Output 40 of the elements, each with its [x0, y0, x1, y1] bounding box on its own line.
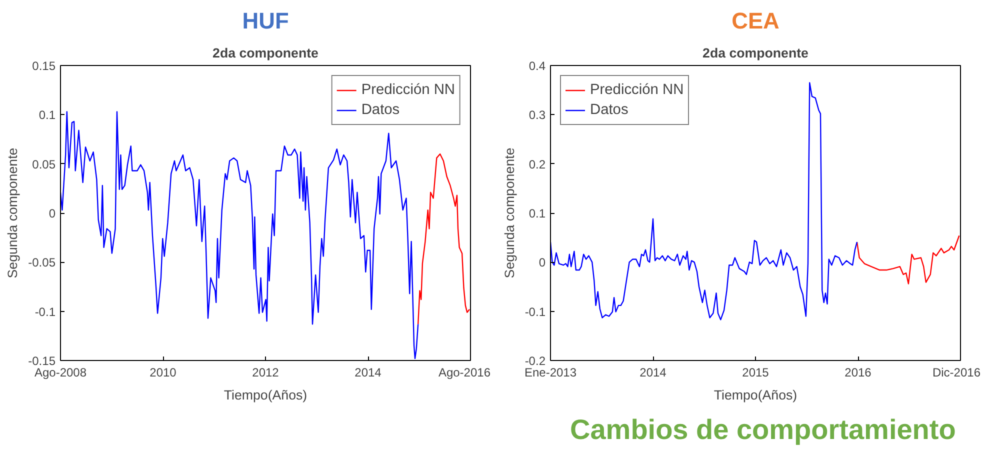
x-axis-title: Tiempo(Años)	[714, 388, 798, 402]
y-tick-label: 0.3	[528, 108, 546, 122]
y-tick-label: -0.1	[34, 304, 56, 319]
legend-label: Datos	[590, 102, 628, 118]
x-tick-label: Ene-2013	[524, 366, 577, 380]
line-series	[417, 153, 470, 325]
x-tick-label: 2015	[742, 366, 770, 380]
y-tick-label: 0	[538, 256, 546, 270]
x-tick-label: Ago-2008	[34, 366, 87, 380]
x-tick-label: 2014	[640, 366, 667, 380]
x-tick-label: 2016	[844, 366, 872, 380]
y-axis-title: Segunda componente	[5, 148, 20, 278]
y-tick-label: -0.15	[28, 354, 56, 368]
x-tick-label: 2012	[252, 366, 280, 380]
y-tick-label: 0.1	[38, 108, 56, 122]
x-tick-label: Dic-2016	[932, 366, 981, 380]
chart-title: 2da componente	[702, 46, 808, 60]
text: HUF	[242, 8, 289, 34]
y-tick-label: 0.05	[32, 157, 56, 172]
text: CEA	[732, 8, 780, 34]
x-tick-label: 2014	[354, 366, 382, 380]
y-tick-label: 0.2	[528, 157, 546, 172]
line-series	[856, 235, 960, 284]
y-tick-label: 0.1	[528, 206, 546, 220]
text: Cambios de comportamiento	[570, 413, 956, 447]
line-series	[550, 82, 858, 320]
y-tick-label: -0.1	[524, 304, 546, 319]
legend-label: Predicción NN	[361, 82, 455, 98]
y-tick-label: 0.4	[528, 59, 546, 73]
y-tick-label: -0.2	[524, 354, 546, 368]
y-tick-label: 0.15	[32, 59, 56, 73]
x-axis-title: Tiempo(Años)	[224, 388, 308, 402]
y-tick-label: -0.05	[28, 256, 56, 270]
legend-label: Datos	[361, 102, 400, 118]
y-axis-title: Segunda componente	[502, 148, 517, 278]
x-tick-label: 2010	[150, 366, 177, 380]
chart-title: 2da componente	[212, 46, 318, 60]
x-tick-label: Ago-2016	[438, 366, 491, 380]
y-tick-label: 0	[48, 206, 56, 220]
legend-label: Predicción NN	[590, 82, 684, 98]
